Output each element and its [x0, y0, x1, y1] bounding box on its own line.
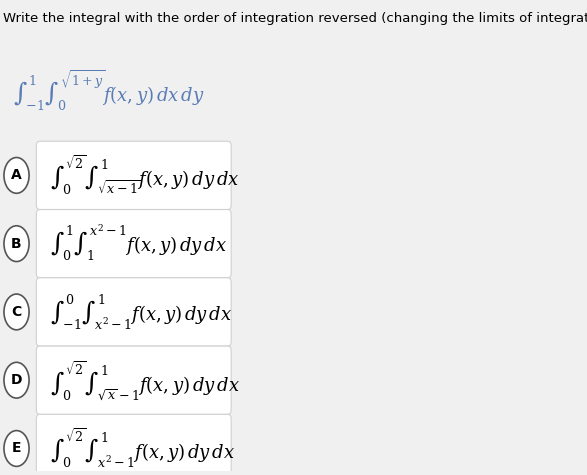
Circle shape [4, 226, 29, 262]
Circle shape [4, 158, 29, 193]
Text: B: B [11, 237, 22, 251]
Text: $\int_{0}^{\sqrt{2}}\int_{\sqrt{x-1}}^{1} f(x,y)\,dy\,dx$: $\int_{0}^{\sqrt{2}}\int_{\sqrt{x-1}}^{1… [49, 154, 239, 197]
Text: $\int_{0}^{\sqrt{2}}\int_{\sqrt{x}-1}^{1} f(x,y)\,dy\,dx$: $\int_{0}^{\sqrt{2}}\int_{\sqrt{x}-1}^{1… [49, 359, 239, 401]
Text: A: A [11, 169, 22, 182]
FancyBboxPatch shape [36, 209, 231, 278]
Circle shape [4, 294, 29, 330]
Circle shape [4, 430, 29, 466]
Text: $\int_{-1}^{1}\int_{0}^{\sqrt{1+y}} f(x,y)\,dx\,dy$: $\int_{-1}^{1}\int_{0}^{\sqrt{1+y}} f(x,… [14, 68, 205, 113]
FancyBboxPatch shape [36, 141, 231, 209]
Text: $\int_{0}^{\sqrt{2}}\int_{x^2-1}^{1} f(x,y)\,dy\,dx$: $\int_{0}^{\sqrt{2}}\int_{x^2-1}^{1} f(x… [49, 427, 235, 470]
FancyBboxPatch shape [36, 278, 231, 346]
Text: $\int_{-1}^{0}\int_{x^2-1}^{1} f(x,y)\,dy\,dx$: $\int_{-1}^{0}\int_{x^2-1}^{1} f(x,y)\,d… [49, 292, 232, 332]
Circle shape [4, 362, 29, 398]
Text: D: D [11, 373, 22, 387]
FancyBboxPatch shape [36, 414, 231, 475]
Text: $\int_{0}^{1}\int_{1}^{x^2-1} f(x,y)\,dy\,dx$: $\int_{0}^{1}\int_{1}^{x^2-1} f(x,y)\,dy… [49, 223, 227, 264]
Text: C: C [11, 305, 22, 319]
FancyBboxPatch shape [36, 346, 231, 414]
Text: E: E [12, 441, 21, 456]
Text: Write the integral with the order of integration reversed (changing the limits o: Write the integral with the order of int… [4, 12, 587, 25]
